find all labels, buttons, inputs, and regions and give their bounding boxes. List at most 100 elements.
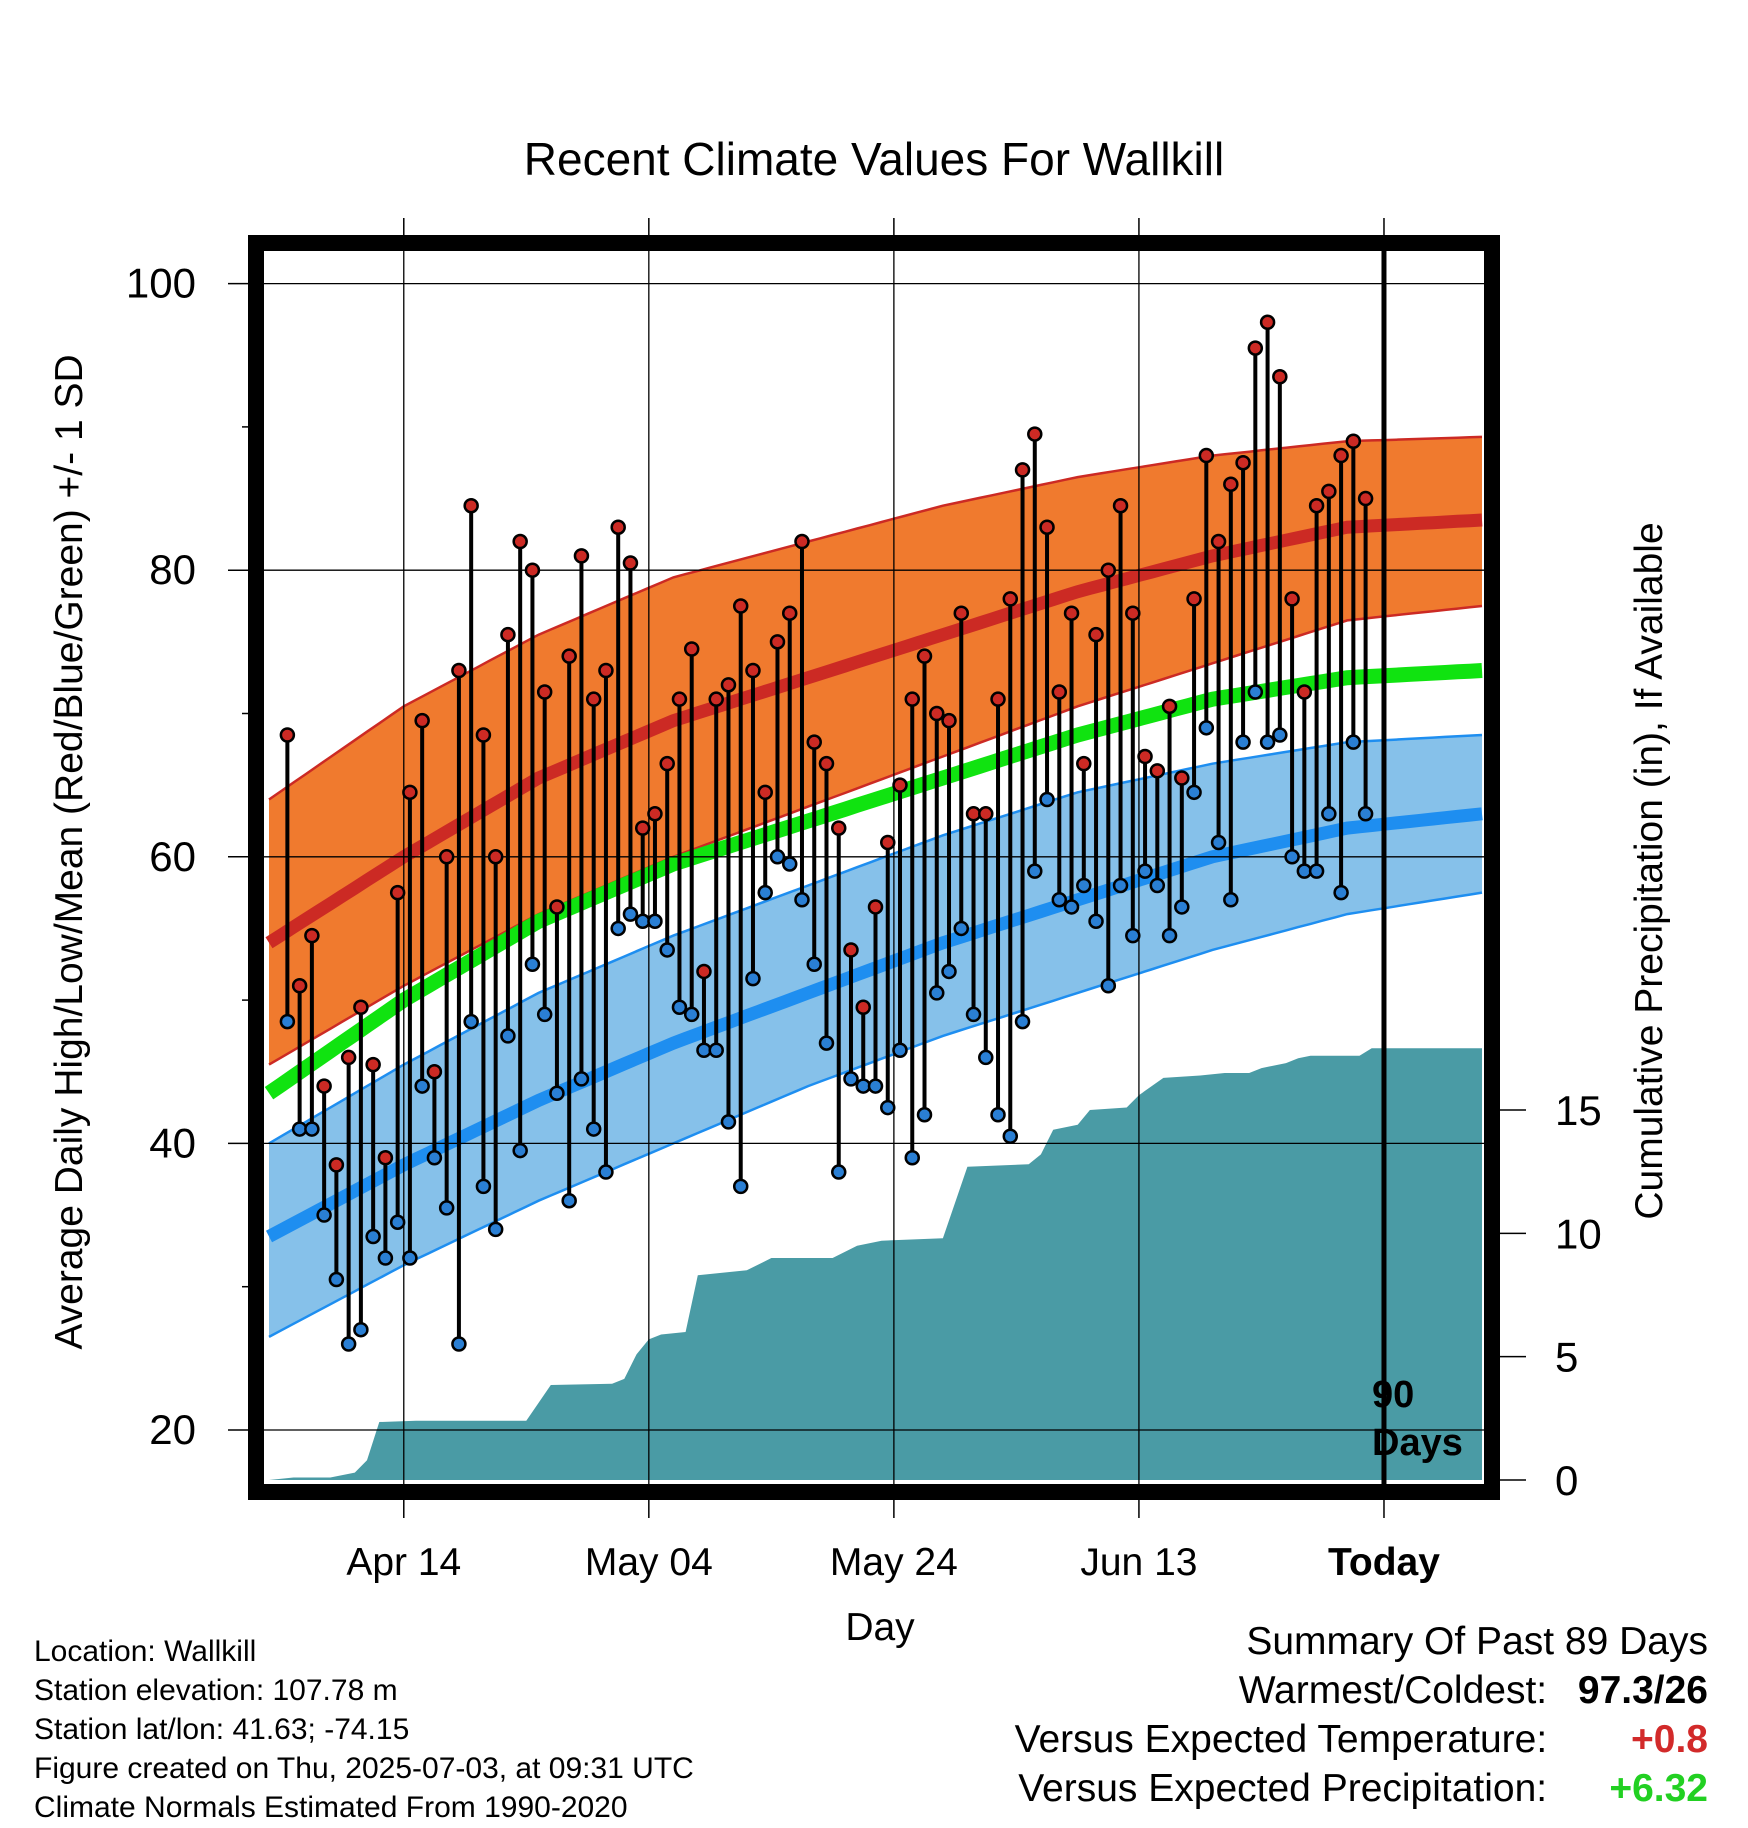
daily-high-point <box>353 999 369 1016</box>
summary-label: Versus Expected Temperature: <box>1014 1718 1548 1761</box>
x-axis-label: Day <box>845 1606 915 1649</box>
daily-low-point <box>732 1178 749 1195</box>
created-text: Figure created on Thu, 2025-07-03, at 09… <box>34 1752 694 1785</box>
daily-high-point <box>843 942 859 958</box>
daily-low-point <box>892 1042 908 1059</box>
daily-low-point <box>818 1035 835 1051</box>
daily-low-point <box>585 1121 602 1137</box>
daily-low-point <box>1186 784 1202 801</box>
chart-title: Recent Climate Values For Wallkill <box>523 133 1225 185</box>
daily-high-point <box>500 626 516 643</box>
daily-high-point <box>1333 447 1349 464</box>
daily-low-point <box>365 1228 381 1245</box>
y2-tick-label: 5 <box>1555 1334 1578 1381</box>
daily-low-point <box>1125 927 1141 944</box>
daily-high-point <box>389 884 406 901</box>
daily-high-point <box>414 712 430 729</box>
daily-low-point <box>1076 877 1092 894</box>
axes: 20 40 60 80 100 0 5 10 15 Apr 14 May 04 May 24 Jun 1… <box>126 218 1602 1584</box>
daily-high-point <box>708 691 724 707</box>
daily-high-point <box>622 555 639 571</box>
daily-high-point <box>1321 483 1337 500</box>
daily-high-point <box>769 634 786 650</box>
daily-high-point <box>1088 626 1104 643</box>
daily-low-point <box>1247 684 1264 700</box>
daily-high-point <box>1100 562 1117 578</box>
x-tick-label: Apr 14 <box>346 1541 461 1584</box>
daily-low-point <box>475 1178 492 1195</box>
daily-high-point <box>1063 605 1080 621</box>
summary-row-extremes: Warmest/Coldest: 97.3/26 <box>808 1666 1708 1715</box>
daily-low-point <box>1272 727 1288 743</box>
daily-high-point <box>880 834 896 851</box>
high-sd-band <box>269 436 1482 1065</box>
daily-low-point <box>1002 1128 1019 1144</box>
daily-high-point <box>585 691 602 707</box>
daily-low-point <box>1100 978 1117 994</box>
daily-high-point <box>1149 763 1166 779</box>
daily-high-point <box>463 497 479 514</box>
x-tick-label: May 04 <box>585 1541 713 1584</box>
daily-low-point <box>647 913 663 930</box>
latlon-text: Station lat/lon: 41.63; -74.15 <box>34 1713 410 1746</box>
daily-high-point <box>818 755 835 772</box>
daily-high-point <box>683 641 700 657</box>
daily-low-point <box>1174 899 1190 915</box>
summary-label: Warmest/Coldest: <box>1238 1669 1548 1712</box>
daily-low-point <box>463 1013 479 1030</box>
daily-high-point <box>304 927 320 944</box>
daily-high-point <box>377 1149 394 1166</box>
daily-high-point <box>990 691 1006 707</box>
daily-low-point <box>512 1142 528 1159</box>
daily-low-point <box>402 1250 418 1266</box>
daily-low-point <box>536 1006 553 1023</box>
daily-high-point <box>647 806 663 822</box>
elevation-text: Station elevation: 107.78 m <box>34 1674 398 1707</box>
daily-low-point <box>929 985 945 1001</box>
daily-low-point <box>377 1250 394 1266</box>
daily-high-point <box>1002 591 1019 607</box>
daily-low-point <box>880 1099 896 1116</box>
daily-high-point <box>781 605 798 621</box>
today-marker-label: 90 <box>1372 1374 1414 1416</box>
daily-high-point <box>536 684 553 700</box>
y-axis-label: Average Daily High/Low/Mean (Red/Blue/Gr… <box>48 354 91 1350</box>
daily-high-point <box>1198 447 1215 464</box>
daily-high-point <box>438 849 455 865</box>
y-tick-label: 100 <box>126 260 196 307</box>
daily-low-point <box>745 970 761 987</box>
daily-high-point <box>475 727 492 743</box>
daily-low-point <box>1308 863 1325 879</box>
daily-high-point <box>1112 497 1129 514</box>
daily-high-point <box>745 662 761 679</box>
plot-area: 90 Days <box>256 243 1492 1492</box>
daily-high-point <box>732 598 749 614</box>
y-tick-label: 40 <box>149 1119 196 1166</box>
station-info: Location: Wallkill Station elevation: 10… <box>34 1632 694 1827</box>
daily-low-point <box>1223 892 1239 908</box>
daily-high-point <box>1308 497 1325 514</box>
daily-low-point <box>1235 734 1251 750</box>
daily-low-point <box>1014 1013 1031 1030</box>
daily-high-point <box>1161 698 1178 715</box>
daily-high-point <box>1223 476 1239 492</box>
daily-low-point <box>1137 863 1153 879</box>
daily-high-point <box>610 519 626 535</box>
daily-high-point <box>1357 490 1374 507</box>
daily-low-point <box>1357 806 1374 822</box>
daily-high-point <box>426 1064 443 1080</box>
daily-high-point <box>1186 591 1202 607</box>
daily-high-point <box>291 978 308 994</box>
daily-low-point <box>953 920 970 937</box>
daily-high-point <box>1284 591 1300 607</box>
summary-panel: Summary Of Past 89 Days Warmest/Coldest:… <box>808 1617 1708 1813</box>
y-tick-label: 60 <box>149 833 196 880</box>
daily-low-point <box>451 1336 467 1352</box>
summary-label: Versus Expected Precipitation: <box>1018 1767 1548 1810</box>
y2-tick-label: 10 <box>1555 1210 1602 1257</box>
daily-high-point <box>953 605 970 621</box>
summary-row-precipitation: Versus Expected Precipitation: +6.32 <box>808 1764 1708 1813</box>
daily-high-point <box>1235 454 1251 471</box>
today-marker-label: Days <box>1372 1422 1463 1464</box>
daily-high-point <box>549 899 565 915</box>
